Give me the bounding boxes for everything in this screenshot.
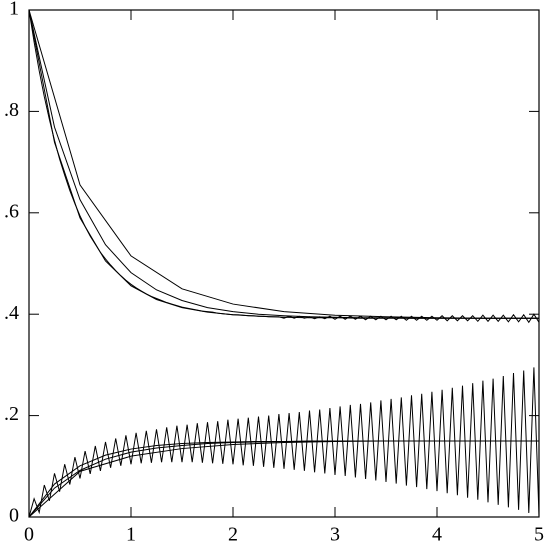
y-tick-label: .2 [4, 403, 19, 425]
x-tick-label: 5 [534, 524, 544, 546]
y-tick-label: 1 [9, 0, 19, 20]
x-tick-label: 4 [432, 524, 442, 546]
series-line [29, 440, 539, 517]
series-line [29, 10, 539, 319]
series-line [29, 10, 539, 319]
plot-frame [28, 9, 540, 518]
series-line [29, 10, 539, 319]
x-tick-label: 2 [228, 524, 238, 546]
series-line [29, 440, 539, 517]
series-line [29, 10, 539, 324]
series-line [29, 367, 539, 517]
y-tick-label: .8 [4, 99, 19, 121]
lines [29, 10, 539, 517]
y-tick-label: .6 [4, 200, 19, 222]
y-tick-label: .4 [4, 302, 19, 324]
x-tick-label: 3 [330, 524, 340, 546]
x-tick-label: 1 [126, 524, 136, 546]
y-tick-label: 0 [9, 505, 19, 527]
series-line [29, 440, 539, 517]
x-tick-label: 0 [24, 524, 34, 546]
